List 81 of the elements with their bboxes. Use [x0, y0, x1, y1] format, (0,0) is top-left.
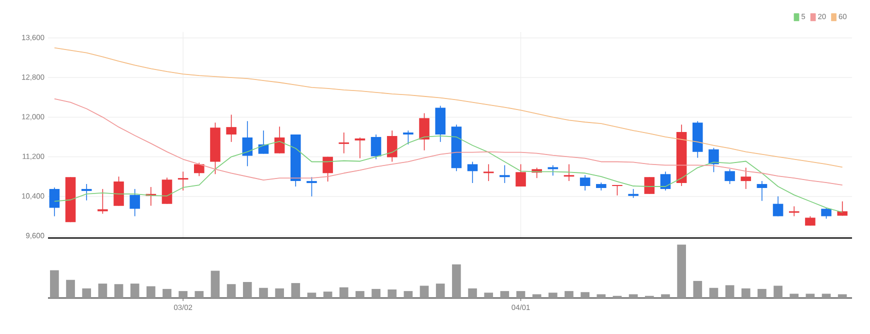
bar	[725, 285, 734, 298]
bar	[162, 288, 172, 298]
bar	[275, 288, 284, 298]
bar	[226, 284, 236, 298]
candlestick	[354, 137, 366, 159]
bar	[468, 288, 477, 298]
candlestick	[81, 184, 92, 201]
bar	[806, 294, 815, 298]
candlestick	[548, 164, 558, 176]
candlestick	[580, 174, 590, 191]
bar	[130, 284, 140, 298]
candlestick	[708, 147, 719, 173]
candlestick	[756, 180, 768, 202]
bar	[822, 294, 831, 298]
candlestick	[724, 168, 735, 184]
candlestick	[322, 156, 333, 182]
candlestick	[130, 188, 140, 217]
bar	[452, 264, 461, 298]
bar	[661, 294, 670, 298]
bar	[339, 287, 348, 298]
bar	[242, 282, 252, 298]
bar	[194, 291, 204, 298]
bar	[178, 291, 188, 298]
bar	[436, 284, 445, 298]
bar	[388, 289, 397, 298]
candlestick	[821, 207, 832, 220]
bar	[548, 292, 558, 298]
bar	[323, 292, 332, 298]
bar	[372, 288, 380, 298]
candlestick	[226, 114, 236, 142]
candlestick	[772, 196, 784, 217]
candlestick	[178, 171, 188, 191]
candlestick	[194, 162, 204, 176]
candlestick	[740, 167, 752, 190]
candlestick	[644, 176, 655, 194]
bar	[758, 288, 766, 298]
bar	[790, 294, 799, 298]
bar	[259, 288, 268, 298]
bar	[50, 270, 59, 298]
candlestick	[386, 130, 398, 162]
bar	[356, 291, 364, 298]
bar	[628, 294, 638, 298]
bar	[500, 291, 510, 298]
candlestick	[564, 164, 574, 182]
candlestick	[419, 112, 430, 151]
bar	[564, 291, 574, 298]
candlestick	[612, 184, 622, 196]
bar	[420, 286, 429, 298]
candlestick	[49, 187, 60, 217]
bar	[484, 292, 494, 298]
candlestick	[338, 132, 350, 154]
bar	[532, 294, 542, 298]
bar	[709, 288, 718, 298]
candlestick	[306, 176, 317, 197]
bar	[66, 280, 75, 298]
bar	[114, 284, 124, 298]
bar	[404, 291, 413, 298]
bar	[98, 284, 108, 298]
bar	[774, 286, 782, 298]
bar	[307, 292, 316, 298]
candlestick	[403, 130, 414, 145]
bar	[693, 280, 702, 298]
bar	[210, 270, 220, 298]
bar	[291, 283, 300, 298]
bar	[741, 288, 750, 298]
bar	[838, 294, 847, 298]
candlestick	[500, 164, 510, 184]
bar	[596, 294, 606, 298]
candlestick	[467, 161, 478, 184]
bar	[677, 244, 686, 298]
candlestick	[98, 188, 108, 214]
candlestick	[274, 126, 285, 154]
candlestick	[516, 164, 526, 187]
candlestick	[483, 164, 494, 182]
candlestick	[660, 171, 671, 191]
candlestick	[242, 120, 253, 167]
bar	[146, 286, 156, 298]
bar	[82, 288, 92, 298]
candlestick	[370, 134, 382, 160]
bar	[580, 292, 590, 298]
bar	[516, 291, 526, 298]
